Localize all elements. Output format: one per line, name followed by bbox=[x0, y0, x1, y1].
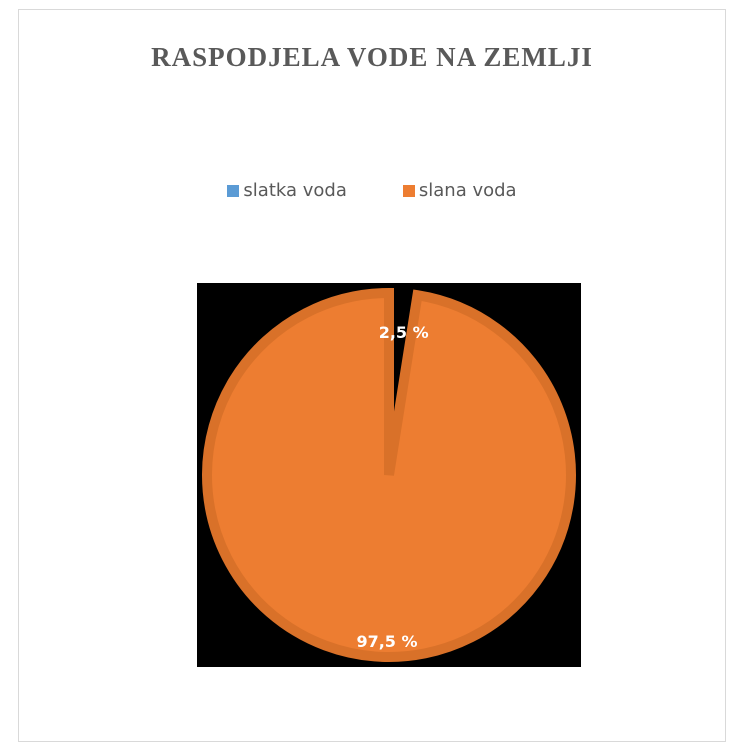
legend-item-slana-voda: slana voda bbox=[402, 180, 517, 201]
legend-label-slana-voda: slana voda bbox=[418, 180, 517, 201]
chart-title: RASPODJELA VODE NA ZEMLJI bbox=[151, 42, 593, 72]
chart-frame: RASPODJELA VODE NA ZEMLJI slatka voda sl… bbox=[18, 9, 726, 742]
legend-swatch-slana-voda bbox=[402, 184, 415, 197]
data-label-slana-voda: 97,5 % bbox=[356, 632, 417, 651]
legend-label-slatka-voda: slatka voda bbox=[243, 180, 347, 201]
data-label-slatka-voda: 2,5 % bbox=[379, 323, 429, 342]
pie-slice-slana-voda bbox=[202, 287, 576, 662]
pie-chart: 2,5 % 97,5 % bbox=[197, 283, 581, 667]
pie-slices bbox=[202, 287, 576, 662]
legend-swatch-slatka-voda bbox=[227, 184, 240, 197]
legend: slatka voda slana voda bbox=[19, 180, 725, 201]
legend-item-slatka-voda: slatka voda bbox=[227, 180, 347, 201]
